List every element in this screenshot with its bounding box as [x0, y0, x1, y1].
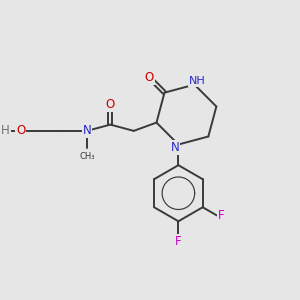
Text: NH: NH: [189, 76, 206, 86]
Text: F: F: [175, 236, 182, 248]
Text: O: O: [106, 98, 115, 111]
Text: O: O: [145, 71, 154, 84]
Text: F: F: [218, 209, 224, 222]
Text: H: H: [1, 124, 10, 137]
Text: N: N: [170, 141, 179, 154]
Text: O: O: [16, 124, 26, 137]
Text: N: N: [82, 124, 91, 137]
Text: CH₃: CH₃: [79, 152, 95, 160]
